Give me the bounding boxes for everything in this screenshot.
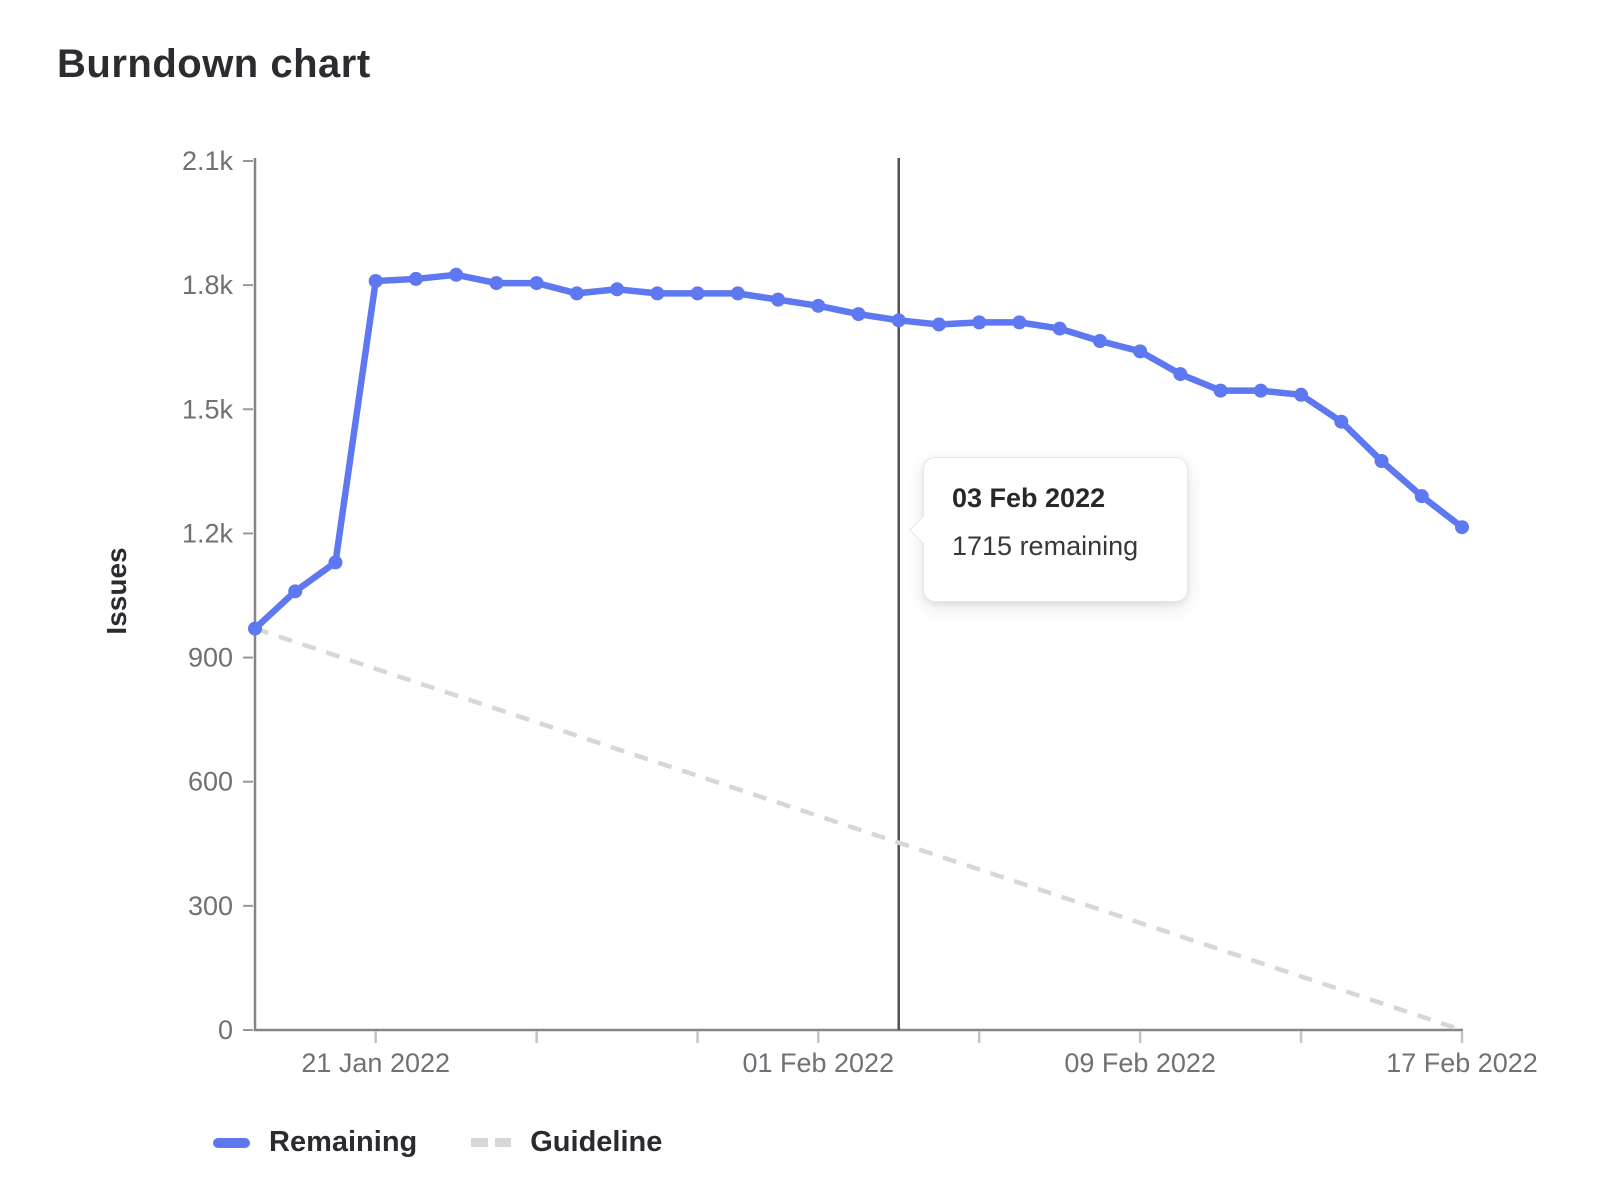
- chart-legend: Remaining Guideline: [213, 1126, 662, 1159]
- data-point[interactable]: [529, 276, 544, 291]
- data-point[interactable]: [569, 286, 584, 301]
- data-point[interactable]: [328, 555, 343, 570]
- data-point[interactable]: [650, 286, 665, 301]
- data-point[interactable]: [1213, 383, 1228, 398]
- legend-item-guideline[interactable]: Guideline: [471, 1126, 662, 1159]
- x-tick-label: 09 Feb 2022: [1064, 1048, 1216, 1078]
- data-point[interactable]: [1294, 387, 1309, 402]
- data-point[interactable]: [1173, 367, 1188, 382]
- data-point[interactable]: [851, 307, 866, 322]
- data-point[interactable]: [1012, 315, 1027, 330]
- data-point[interactable]: [690, 286, 705, 301]
- tooltip-date: 03 Feb 2022: [952, 483, 1106, 513]
- guideline-line: [254, 626, 1463, 1033]
- data-point[interactable]: [610, 282, 625, 297]
- x-tick-label: 21 Jan 2022: [301, 1048, 450, 1078]
- data-point[interactable]: [368, 274, 383, 289]
- remaining-line: [251, 271, 1466, 632]
- data-point[interactable]: [1052, 321, 1067, 336]
- chart-tooltip: 03 Feb 2022 1715 remaining: [908, 457, 1188, 602]
- data-point[interactable]: [891, 313, 906, 328]
- y-tick-label: 900: [188, 643, 233, 673]
- legend-label-remaining: Remaining: [269, 1126, 418, 1158]
- data-point[interactable]: [1133, 344, 1148, 359]
- data-point[interactable]: [972, 315, 987, 330]
- y-tick-label: 1.8k: [182, 270, 234, 300]
- data-point[interactable]: [1374, 454, 1389, 469]
- y-tick-label: 1.5k: [182, 394, 234, 424]
- data-point[interactable]: [811, 298, 826, 313]
- y-tick-label: 0: [218, 1015, 233, 1045]
- data-point[interactable]: [248, 621, 262, 636]
- y-tick-label: 600: [188, 767, 233, 797]
- y-tick-label: 1.2k: [182, 518, 234, 548]
- data-point[interactable]: [931, 317, 946, 332]
- page-title: Burndown chart: [57, 42, 371, 86]
- x-tick-label: 17 Feb 2022: [1386, 1048, 1538, 1078]
- x-tick-label: 01 Feb 2022: [742, 1048, 894, 1078]
- guideline-swatch-icon: [471, 1138, 512, 1147]
- data-point[interactable]: [730, 286, 745, 301]
- data-point[interactable]: [288, 584, 303, 599]
- data-point[interactable]: [771, 292, 786, 307]
- y-tick-label: 2.1k: [182, 146, 234, 176]
- data-point[interactable]: [408, 271, 423, 286]
- legend-item-remaining[interactable]: Remaining: [213, 1126, 417, 1159]
- data-point[interactable]: [1334, 414, 1349, 429]
- data-point[interactable]: [1253, 383, 1268, 398]
- data-point[interactable]: [1455, 520, 1469, 535]
- tooltip-value: 1715 remaining: [952, 531, 1139, 561]
- data-point[interactable]: [1092, 334, 1107, 349]
- data-point[interactable]: [1414, 489, 1429, 504]
- data-point[interactable]: [449, 267, 464, 282]
- data-point[interactable]: [489, 276, 504, 291]
- remaining-swatch-icon: [213, 1137, 250, 1148]
- y-tick-label: 300: [188, 891, 233, 921]
- legend-label-guideline: Guideline: [530, 1126, 663, 1158]
